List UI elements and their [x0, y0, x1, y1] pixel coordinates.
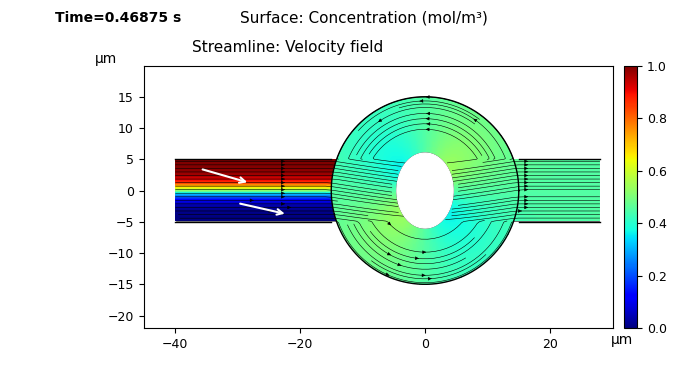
- FancyArrowPatch shape: [282, 167, 284, 170]
- FancyArrowPatch shape: [420, 100, 423, 102]
- Polygon shape: [397, 153, 453, 228]
- FancyArrowPatch shape: [525, 203, 527, 205]
- FancyArrowPatch shape: [282, 160, 284, 163]
- Text: Streamline: Velocity field: Streamline: Velocity field: [192, 40, 384, 55]
- FancyArrowPatch shape: [474, 119, 477, 122]
- FancyArrowPatch shape: [386, 273, 388, 276]
- FancyArrowPatch shape: [426, 128, 429, 131]
- FancyArrowPatch shape: [525, 174, 527, 177]
- FancyArrowPatch shape: [282, 181, 284, 184]
- FancyArrowPatch shape: [269, 210, 272, 212]
- FancyArrowPatch shape: [428, 277, 432, 280]
- FancyArrowPatch shape: [426, 117, 429, 120]
- FancyArrowPatch shape: [525, 170, 527, 173]
- FancyArrowPatch shape: [519, 210, 521, 212]
- FancyArrowPatch shape: [525, 195, 527, 198]
- FancyArrowPatch shape: [426, 96, 429, 98]
- FancyArrowPatch shape: [525, 206, 527, 209]
- FancyArrowPatch shape: [282, 174, 284, 177]
- FancyArrowPatch shape: [398, 263, 401, 266]
- FancyArrowPatch shape: [282, 195, 284, 198]
- FancyArrowPatch shape: [379, 119, 382, 122]
- FancyArrowPatch shape: [415, 257, 419, 260]
- FancyArrowPatch shape: [282, 188, 284, 191]
- FancyArrowPatch shape: [288, 206, 290, 209]
- FancyArrowPatch shape: [282, 203, 284, 205]
- FancyArrowPatch shape: [282, 185, 284, 188]
- FancyArrowPatch shape: [282, 178, 284, 180]
- Text: Surface: Concentration (mol/m³): Surface: Concentration (mol/m³): [240, 11, 488, 26]
- FancyArrowPatch shape: [387, 253, 390, 255]
- FancyArrowPatch shape: [525, 181, 527, 184]
- X-axis label: μm: μm: [611, 333, 633, 347]
- FancyArrowPatch shape: [525, 188, 527, 191]
- FancyArrowPatch shape: [525, 167, 527, 170]
- FancyArrowPatch shape: [282, 192, 284, 195]
- FancyArrowPatch shape: [525, 185, 527, 188]
- FancyArrowPatch shape: [427, 112, 429, 115]
- FancyArrowPatch shape: [422, 274, 425, 277]
- FancyArrowPatch shape: [525, 199, 527, 202]
- FancyArrowPatch shape: [282, 170, 284, 173]
- FancyArrowPatch shape: [427, 123, 430, 125]
- Text: Time=0.46875 s: Time=0.46875 s: [55, 11, 181, 25]
- FancyArrowPatch shape: [423, 251, 426, 254]
- FancyArrowPatch shape: [388, 222, 390, 225]
- Y-axis label: μm: μm: [95, 51, 117, 65]
- FancyArrowPatch shape: [525, 164, 527, 166]
- FancyArrowPatch shape: [525, 160, 527, 163]
- FancyArrowPatch shape: [250, 199, 253, 202]
- FancyArrowPatch shape: [282, 164, 284, 166]
- FancyArrowPatch shape: [525, 178, 527, 180]
